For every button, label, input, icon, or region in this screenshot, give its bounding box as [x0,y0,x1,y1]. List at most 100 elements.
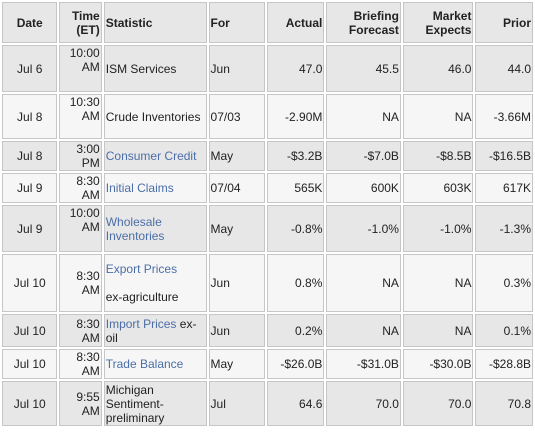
briefing-forecast-value: -$7.0B [363,149,399,163]
actual-cell: -0.8% [266,205,325,252]
prior-value: 44.0 [507,61,531,76]
header-actual: Actual [266,2,325,43]
briefing-forecast-cell: 600K [326,173,401,203]
time-cell: 9:55 AM [59,381,102,426]
statistic-link[interactable]: Initial Claims [105,181,174,195]
statistic-link[interactable]: Import Prices [105,316,177,331]
statistic-link[interactable]: Consumer Credit [105,149,197,163]
market-expects-cell: 70.0 [402,381,474,426]
for-period-cell: May [208,205,265,252]
for-period-value: Jun [210,323,230,338]
statistic-link[interactable]: Wholesale [105,214,162,229]
briefing-forecast-value: NA [382,323,399,338]
statistic-link[interactable]: Export Prices [105,262,178,276]
for-period-cell: 07/04 [208,173,265,203]
actual-value: 0.8% [295,276,323,290]
statistic-cell: Trade Balance [103,349,207,379]
time-value: 10:30 [69,95,100,109]
prior-cell: 0.1% [475,314,533,347]
economic-calendar-table: Date Time (ET) Statistic For Actual Brie… [2,2,533,426]
briefing-forecast-cell: NA [326,94,401,139]
table-row: Jul 10 9:55 AM Michigan Sentiment-prelimina… [2,381,533,426]
actual-value: 64.6 [299,396,323,411]
prior-cell: -1.3% [475,205,533,252]
statistic-cell: ISM Services [103,45,207,92]
time-cell: 8:30 AM [59,349,102,379]
actual-cell: -$3.2B [266,141,325,171]
actual-value: -$3.2B [287,149,323,163]
date-value: Jul 8 [17,149,43,163]
for-period-cell: Jun [208,45,265,92]
header-briefing-forecast: Briefing Forecast [326,2,401,43]
time-value: 10:00 [69,46,100,60]
for-period-cell: Jul [208,381,265,426]
statistic-cell: Michigan Sentiment-preliminary [103,381,207,426]
market-expects-cell: 46.0 [402,45,474,92]
briefing-forecast-cell: -$31.0B [326,349,401,379]
actual-value: 565K [294,181,323,195]
date-value: Jul 10 [13,276,46,290]
for-period-value: May [210,357,234,371]
actual-value: -2.90M [285,109,323,124]
actual-cell: 64.6 [266,381,325,426]
statistic-cell: Initial Claims [103,173,207,203]
header-date: Date [2,2,58,43]
statistic-name: Michigan [105,382,154,397]
time-cell: 10:00 AM [59,205,102,252]
date-cell: Jul 10 [2,381,58,426]
statistic-name: ISM Services [105,61,177,76]
statistic-link[interactable]: Trade Balance [105,357,184,371]
header-row: Date Time (ET) Statistic For Actual Brie… [2,2,533,43]
time-value: 8:30 AM [76,316,100,345]
date-cell: Jul 8 [2,141,58,171]
date-cell: Jul 8 [2,94,58,139]
actual-cell: -2.90M [266,94,325,139]
actual-cell: 0.8% [266,254,325,312]
market-expects-cell: NA [402,254,474,312]
prior-value: 0.3% [503,276,531,290]
for-period-value: 07/03 [210,109,241,124]
prior-value: -$28.8B [488,357,531,371]
actual-value: 47.0 [299,61,323,76]
date-value: Jul 10 [13,396,46,411]
market-expects-cell: NA [402,94,474,139]
prior-value: -$16.5B [488,149,531,163]
statistic-cell: Crude Inventories [103,94,207,139]
market-expects-value: -$30.0B [429,357,472,371]
statistic-cell: Wholesale Inventories [103,205,207,252]
briefing-forecast-cell: -$7.0B [326,141,401,171]
time-cell: 8:30 AM [59,314,102,347]
market-expects-value: -$8.5B [436,149,472,163]
statistic-cell: Consumer Credit [103,141,207,171]
prior-value: 70.8 [507,396,531,411]
prior-value: -1.3% [499,221,531,236]
market-expects-cell: -1.0% [402,205,474,252]
time-value: 8:30 AM [76,350,100,378]
for-period-value: May [210,221,234,236]
header-market-line1: Market [432,8,472,23]
actual-cell: 47.0 [266,45,325,92]
table-row: Jul 10 8:30 AM Export Prices ex-agriculture… [2,254,533,312]
actual-cell: 0.2% [266,314,325,347]
table-row: Jul 8 3:00 PM Consumer Credit May -$3.2B -$7.… [2,141,533,171]
prior-cell: 617K [475,173,533,203]
table-row: Jul 8 10:30 AM Crude Inventories 07/03 -2.90M… [2,94,533,139]
date-value: Jul 10 [13,323,46,338]
for-period-value: Jun [210,276,230,290]
header-briefing-line1: Briefing [353,8,399,23]
header-market-line2: Expects [425,22,472,37]
time-value: 8:30 AM [76,174,100,202]
market-expects-value: 603K [443,181,472,195]
briefing-forecast-cell: NA [326,254,401,312]
prior-cell: -$16.5B [475,141,533,171]
header-statistic: Statistic [103,2,207,43]
statistic-qualifier: ex-agriculture [105,290,179,304]
date-cell: Jul 9 [2,205,58,252]
statistic-link[interactable]: Inventories [105,228,165,243]
market-expects-cell: -$8.5B [402,141,474,171]
for-period-value: May [210,149,234,163]
prior-value: -3.66M [493,109,531,124]
time-value: 9:55 AM [76,389,100,418]
for-period-cell: May [208,141,265,171]
prior-cell: 0.3% [475,254,533,312]
